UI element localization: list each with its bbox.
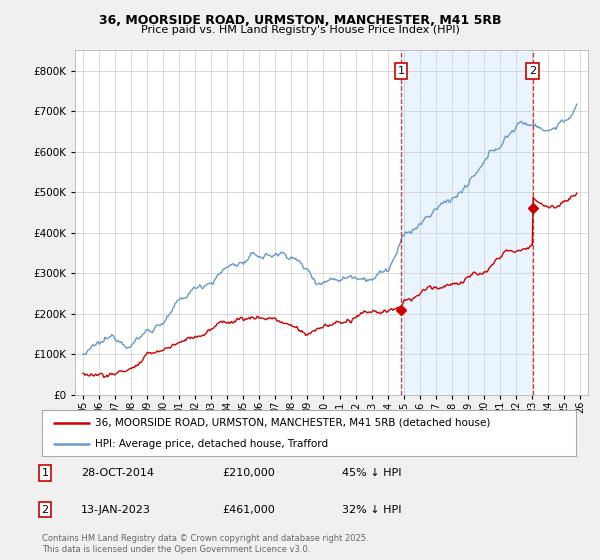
Text: 45% ↓ HPI: 45% ↓ HPI: [342, 468, 401, 478]
Text: £210,000: £210,000: [222, 468, 275, 478]
Text: 36, MOORSIDE ROAD, URMSTON, MANCHESTER, M41 5RB (detached house): 36, MOORSIDE ROAD, URMSTON, MANCHESTER, …: [95, 418, 491, 428]
Text: Contains HM Land Registry data © Crown copyright and database right 2025.
This d: Contains HM Land Registry data © Crown c…: [42, 534, 368, 554]
Text: 36, MOORSIDE ROAD, URMSTON, MANCHESTER, M41 5RB: 36, MOORSIDE ROAD, URMSTON, MANCHESTER, …: [99, 14, 501, 27]
Text: 13-JAN-2023: 13-JAN-2023: [81, 505, 151, 515]
Text: 1: 1: [397, 66, 404, 76]
Text: Price paid vs. HM Land Registry's House Price Index (HPI): Price paid vs. HM Land Registry's House …: [140, 25, 460, 35]
Text: 2: 2: [529, 66, 536, 76]
Text: 2: 2: [41, 505, 49, 515]
Text: 1: 1: [41, 468, 49, 478]
Text: £461,000: £461,000: [222, 505, 275, 515]
Bar: [401, 50, 533, 395]
Text: HPI: Average price, detached house, Trafford: HPI: Average price, detached house, Traf…: [95, 439, 329, 449]
Text: 28-OCT-2014: 28-OCT-2014: [81, 468, 154, 478]
Text: 32% ↓ HPI: 32% ↓ HPI: [342, 505, 401, 515]
